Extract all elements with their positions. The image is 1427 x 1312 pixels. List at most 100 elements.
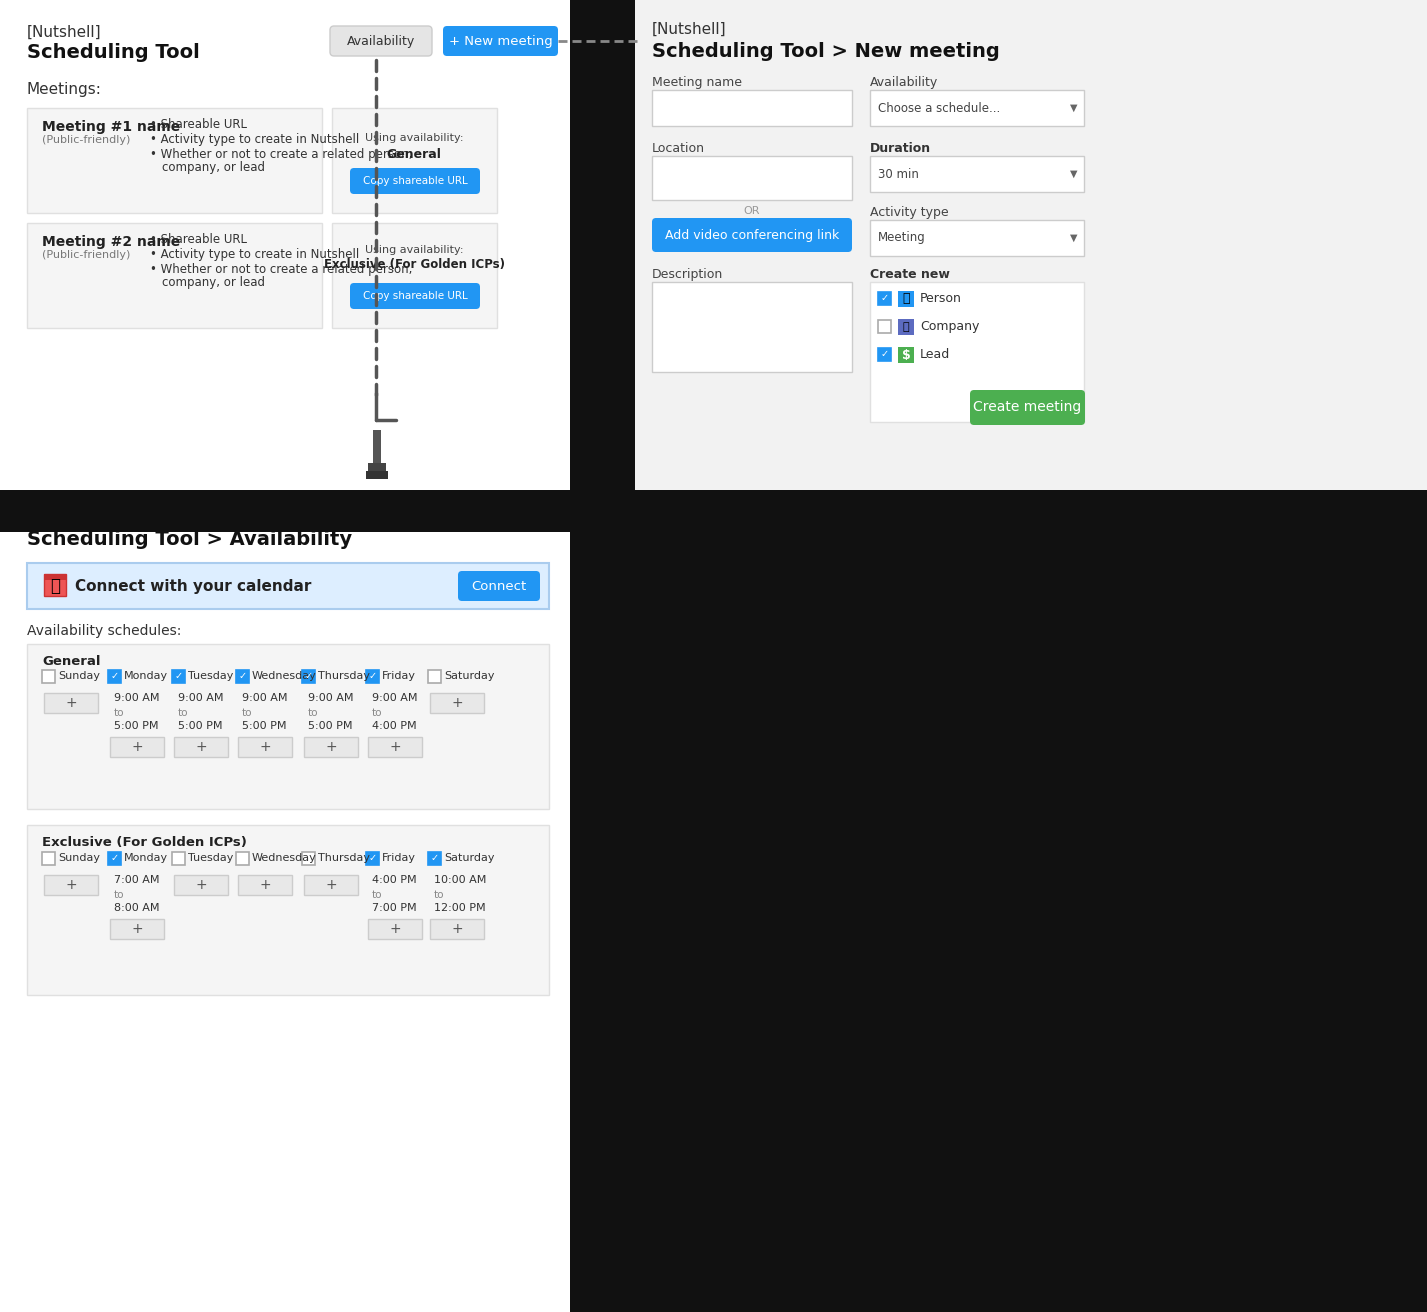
Bar — [569, 0, 635, 489]
Text: +: + — [325, 740, 337, 754]
Bar — [368, 918, 422, 939]
Text: Meeting: Meeting — [878, 231, 926, 244]
FancyBboxPatch shape — [970, 390, 1085, 425]
Text: ✓: ✓ — [880, 349, 889, 359]
Text: Thursday: Thursday — [318, 853, 370, 863]
Text: Wednesday: Wednesday — [253, 670, 317, 681]
Bar — [303, 851, 315, 865]
Text: to: to — [178, 708, 188, 718]
Text: 8:00 AM: 8:00 AM — [114, 903, 160, 913]
Bar — [27, 644, 549, 810]
Text: ✓: ✓ — [431, 854, 438, 863]
Text: 9:00 AM: 9:00 AM — [178, 693, 224, 703]
Text: ✓: ✓ — [880, 294, 889, 303]
Bar — [635, 0, 1427, 489]
Text: Saturday: Saturday — [444, 853, 495, 863]
Text: 7:00 PM: 7:00 PM — [372, 903, 417, 913]
Text: Meetings:: Meetings: — [27, 81, 101, 97]
Text: +: + — [195, 878, 207, 892]
Text: [Nutshell]: [Nutshell] — [27, 25, 101, 39]
Text: to: to — [114, 708, 124, 718]
Bar — [173, 670, 186, 684]
Text: General: General — [387, 148, 441, 161]
Bar — [898, 291, 915, 307]
FancyBboxPatch shape — [330, 26, 432, 56]
Bar — [870, 156, 1085, 192]
Text: ✓: ✓ — [110, 672, 118, 681]
Text: Connect: Connect — [471, 580, 527, 593]
Text: ✓: ✓ — [304, 672, 313, 681]
Text: Add video conferencing link: Add video conferencing link — [665, 228, 839, 241]
Text: +: + — [195, 740, 207, 754]
Text: +: + — [260, 878, 271, 892]
Text: Activity type: Activity type — [870, 206, 949, 219]
Text: Meeting #2 name: Meeting #2 name — [41, 235, 180, 249]
FancyBboxPatch shape — [442, 26, 558, 56]
Text: Copy shareable URL: Copy shareable URL — [362, 176, 468, 186]
Bar — [304, 737, 358, 757]
Text: to: to — [114, 890, 124, 900]
Text: Sunday: Sunday — [59, 670, 100, 681]
Text: company, or lead: company, or lead — [163, 161, 265, 174]
Text: 🏢: 🏢 — [903, 321, 909, 332]
Text: + New meeting: + New meeting — [448, 34, 552, 47]
Bar — [372, 430, 381, 464]
Text: 12:00 PM: 12:00 PM — [434, 903, 485, 913]
Text: 5:00 PM: 5:00 PM — [308, 722, 352, 731]
Text: ▼: ▼ — [1070, 234, 1077, 243]
Bar — [110, 737, 164, 757]
Text: 10:00 AM: 10:00 AM — [434, 875, 487, 886]
Bar — [44, 575, 66, 580]
Bar — [238, 875, 293, 895]
Text: Exclusive (For Golden ICPs): Exclusive (For Golden ICPs) — [41, 836, 247, 849]
Text: Create meeting: Create meeting — [973, 400, 1082, 415]
Bar — [110, 918, 164, 939]
Text: General: General — [41, 655, 100, 668]
Bar — [652, 156, 852, 199]
Text: Connect with your calendar: Connect with your calendar — [76, 579, 311, 593]
Text: $: $ — [902, 349, 910, 362]
Bar — [235, 851, 248, 865]
Text: 9:00 AM: 9:00 AM — [372, 693, 418, 703]
Bar — [898, 319, 915, 335]
Bar — [41, 851, 56, 865]
Text: • Shareable URL: • Shareable URL — [150, 234, 247, 247]
Text: Duration: Duration — [870, 142, 932, 155]
Bar — [878, 320, 890, 333]
Text: Tuesday: Tuesday — [188, 670, 234, 681]
Bar — [41, 670, 56, 684]
Text: [Nutshell]: [Nutshell] — [27, 510, 101, 525]
Text: to: to — [243, 708, 253, 718]
Text: to: to — [308, 708, 318, 718]
Text: 9:00 AM: 9:00 AM — [243, 693, 287, 703]
Text: 9:00 AM: 9:00 AM — [114, 693, 160, 703]
Text: Scheduling Tool: Scheduling Tool — [27, 43, 200, 62]
Bar — [238, 737, 293, 757]
Text: Scheduling Tool > Availability: Scheduling Tool > Availability — [27, 530, 352, 548]
Text: Meeting name: Meeting name — [652, 76, 742, 89]
Text: 30 min: 30 min — [878, 168, 919, 181]
Bar — [368, 737, 422, 757]
Text: Availability schedules:: Availability schedules: — [27, 625, 181, 638]
Text: +: + — [66, 878, 77, 892]
Text: Monday: Monday — [124, 670, 168, 681]
Bar — [870, 220, 1085, 256]
Text: Description: Description — [652, 268, 723, 281]
Text: • Activity type to create in Nutshell: • Activity type to create in Nutshell — [150, 248, 360, 261]
Text: • Whether or not to create a related person,: • Whether or not to create a related per… — [150, 262, 412, 276]
FancyBboxPatch shape — [350, 168, 479, 194]
Bar — [569, 531, 1427, 1312]
Bar — [652, 91, 852, 126]
Bar — [430, 693, 484, 712]
Text: to: to — [372, 890, 382, 900]
Bar — [652, 282, 852, 373]
Bar — [878, 293, 890, 304]
Text: 👤: 👤 — [902, 293, 910, 306]
Text: +: + — [66, 695, 77, 710]
Bar — [365, 670, 380, 684]
Text: 5:00 PM: 5:00 PM — [178, 722, 223, 731]
Text: ✓: ✓ — [174, 672, 183, 681]
Bar — [235, 670, 248, 684]
Text: ✓: ✓ — [238, 672, 247, 681]
Bar — [428, 670, 441, 684]
